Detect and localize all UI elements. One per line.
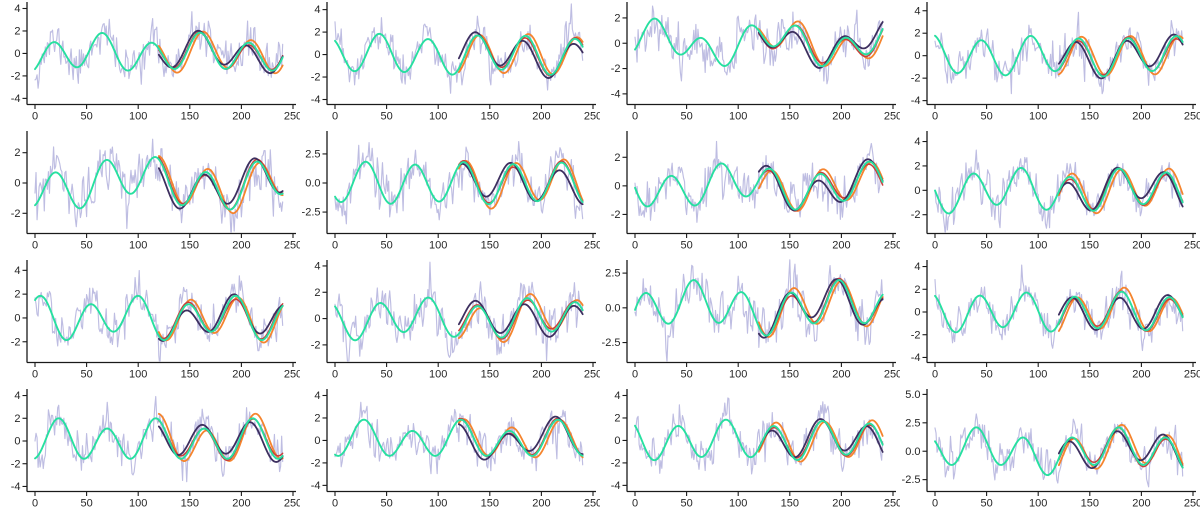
subplot-r2c4 xyxy=(900,129,1200,258)
subplot-r2c2 xyxy=(300,129,600,258)
subplot-r3c4 xyxy=(900,258,1200,387)
subplot-r3c3 xyxy=(600,258,900,387)
chart-canvas-r3c4 xyxy=(900,258,1200,387)
chart-canvas-r3c3 xyxy=(600,258,900,387)
subplot-r1c1 xyxy=(0,0,300,129)
subplot-r2c3 xyxy=(600,129,900,258)
chart-canvas-r1c2 xyxy=(300,0,600,129)
chart-canvas-r4c2 xyxy=(300,387,600,516)
subplot-r4c4 xyxy=(900,387,1200,516)
subplot-r4c2 xyxy=(300,387,600,516)
subplot-r3c1 xyxy=(0,258,300,387)
chart-canvas-r2c3 xyxy=(600,129,900,258)
chart-canvas-r1c1 xyxy=(0,0,300,129)
chart-canvas-r4c3 xyxy=(600,387,900,516)
chart-canvas-r2c1 xyxy=(0,129,300,258)
chart-canvas-r1c3 xyxy=(600,0,900,129)
subplot-r1c4 xyxy=(900,0,1200,129)
subplot-r3c2 xyxy=(300,258,600,387)
subplot-r4c1 xyxy=(0,387,300,516)
chart-canvas-r4c4 xyxy=(900,387,1200,516)
subplot-r4c3 xyxy=(600,387,900,516)
subplot-r1c2 xyxy=(300,0,600,129)
chart-canvas-r2c4 xyxy=(900,129,1200,258)
chart-canvas-r3c2 xyxy=(300,258,600,387)
subplot-r1c3 xyxy=(600,0,900,129)
chart-canvas-r2c2 xyxy=(300,129,600,258)
chart-canvas-r1c4 xyxy=(900,0,1200,129)
subplot-r2c1 xyxy=(0,129,300,258)
chart-canvas-r3c1 xyxy=(0,258,300,387)
chart-canvas-r4c1 xyxy=(0,387,300,516)
